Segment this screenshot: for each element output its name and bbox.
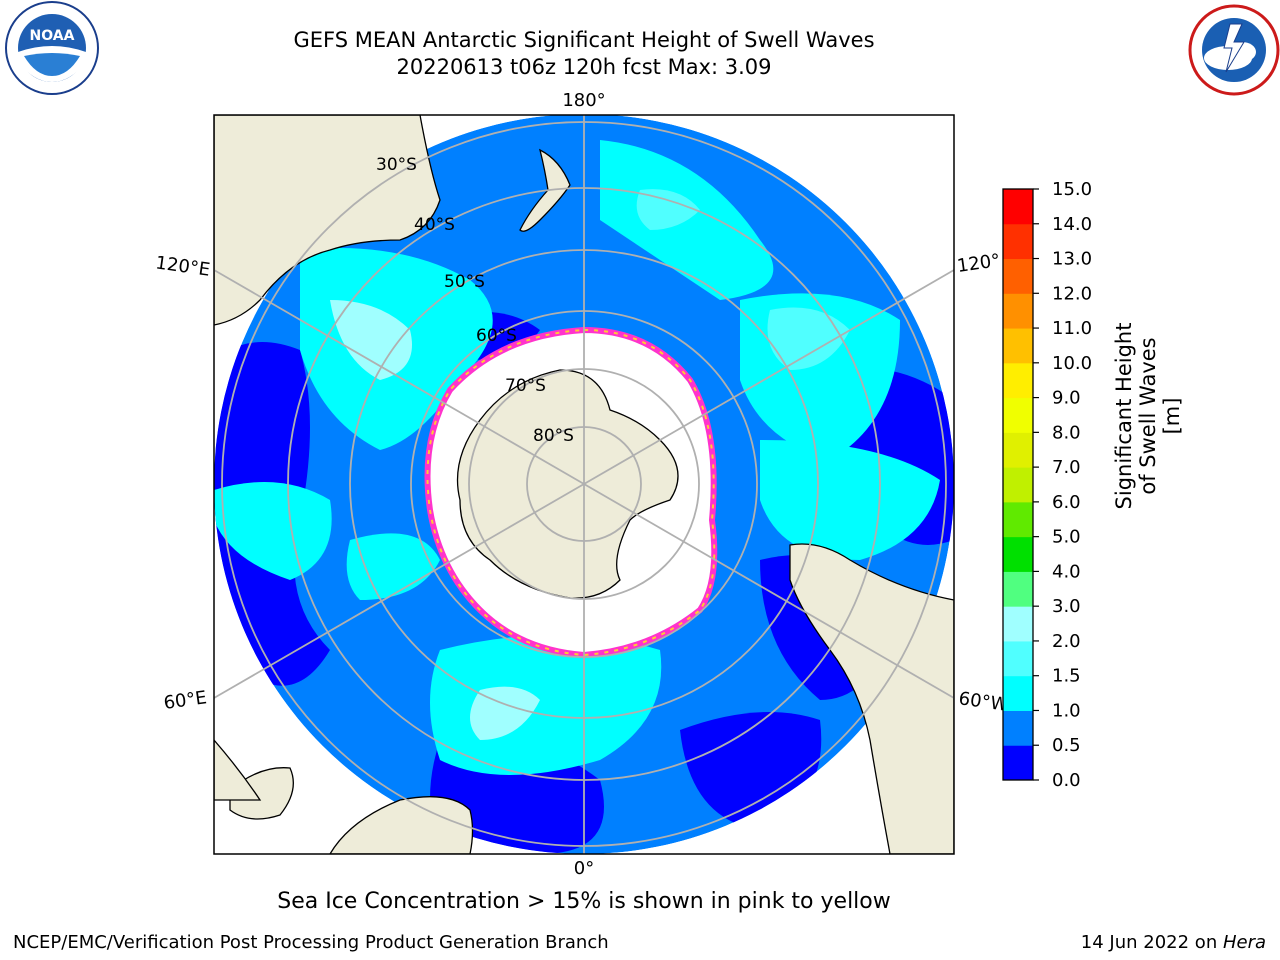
lat-label-40s: 40°S	[414, 215, 455, 235]
lat-label-80s: 80°S	[533, 426, 574, 446]
colorbar-tick-label: 6.0	[1052, 492, 1081, 513]
colorbar-tick-label: 0.5	[1052, 735, 1081, 756]
south-america-land	[789, 543, 954, 854]
lon-label-0: 0°	[574, 858, 594, 879]
lon-label-60w: 60°W	[957, 688, 1009, 716]
new-zealand-land	[519, 148, 571, 232]
lon-label-60e: 60°E	[162, 687, 208, 714]
colorbar-tick-label: 0.0	[1052, 770, 1081, 791]
swell-region-1.5-2.0	[636, 189, 700, 230]
footer-credit: NCEP/EMC/Verification Post Processing Pr…	[13, 932, 609, 953]
swell-region-1.0-1.5	[430, 635, 662, 775]
colorbar-bin	[1003, 397, 1033, 433]
meridian-60w	[583, 483, 954, 699]
colorbar-bin	[1003, 606, 1033, 642]
colorbar-bin	[1003, 640, 1033, 677]
swell-region-1.0-1.5	[760, 440, 940, 560]
colorbar-tick-label: 13.0	[1052, 249, 1092, 270]
colorbar-bin	[1003, 189, 1033, 225]
lon-label-120w: 120°	[956, 250, 1002, 277]
lat-label-70s: 70°S	[505, 376, 546, 396]
colorbar-tick-label: 3.0	[1052, 596, 1081, 617]
africa-southeast-land	[214, 739, 262, 801]
colorbar-title: Significant Height of Swell Waves [m]	[1112, 322, 1184, 510]
lat-label-50s: 50°S	[444, 272, 485, 292]
colorbar-tick-label: 8.0	[1052, 422, 1081, 443]
meridian-120w	[583, 269, 954, 485]
footer-host: Hera	[1222, 932, 1266, 953]
colorbar-bin	[1003, 293, 1033, 329]
colorbar-bin	[1003, 223, 1033, 260]
meridian-120e	[214, 269, 585, 485]
graticule	[214, 115, 954, 854]
colorbar: 15.0 14.0 13.0 12.0 11.0 10.0 9.0 8.0 7.0 6.0 5.0 4…	[1002, 179, 1092, 791]
footer-date: 14 Jun 2022 on Hera	[1081, 932, 1266, 953]
map-border	[213, 114, 955, 855]
lon-label-180: 180°	[562, 90, 605, 111]
colorbar-tick-label: 10.0	[1052, 353, 1092, 374]
colorbar-bin	[1003, 675, 1033, 711]
swell-region-2.0-3.0	[330, 300, 412, 380]
colorbar-bin	[1003, 710, 1033, 746]
colorbar-tick-label: 4.0	[1052, 561, 1081, 582]
colorbar-bin	[1003, 501, 1033, 538]
lon-label-120e: 120°E	[154, 252, 211, 280]
swell-region-1.5-2.0	[767, 307, 850, 370]
map-area: 30°S 40°S 50°S 60°S 70°S 80°S	[214, 115, 954, 854]
swell-region-1.0-1.5	[346, 533, 440, 600]
noaa-logo: NOAA	[5, 1, 99, 95]
colorbar-tick-label: 7.0	[1052, 457, 1081, 478]
colorbar-tick-label: 14.0	[1052, 214, 1092, 235]
lat-label-60s: 60°S	[476, 326, 517, 346]
colorbar-tick-label: 5.0	[1052, 527, 1081, 548]
colorbar-bin	[1003, 328, 1033, 364]
colorbar-bin	[1003, 745, 1033, 781]
swell-region-1.0-1.5	[214, 482, 332, 580]
colorbar-bin	[1003, 536, 1033, 572]
nws-logo	[1188, 4, 1280, 96]
africa-land	[329, 796, 474, 854]
colorbar-bin	[1003, 432, 1033, 468]
colorbar-tick-label: 9.0	[1052, 388, 1081, 409]
colorbar-bin	[1003, 258, 1033, 294]
colorbar-tick-label: 12.0	[1052, 283, 1092, 304]
lat-label-30s: 30°S	[376, 155, 417, 175]
colorbar-bin	[1003, 362, 1033, 399]
antarctica-land	[456, 369, 679, 599]
colorbar-frame	[1002, 188, 1034, 781]
australia-land	[214, 115, 441, 326]
colorbar-tick-label: 1.5	[1052, 666, 1081, 687]
chart-subtitle: 20220613 t06z 120h fcst Max: 3.09	[396, 55, 772, 79]
noaa-logo-text: NOAA	[30, 28, 75, 44]
chart-title: GEFS MEAN Antarctic Significant Height o…	[293, 28, 875, 52]
swell-region-2.0-3.0	[470, 686, 540, 740]
meridian-60e	[214, 483, 585, 699]
colorbar-bin	[1003, 571, 1033, 607]
colorbar-tick-label: 1.0	[1052, 700, 1081, 721]
colorbar-tick-label: 2.0	[1052, 631, 1081, 652]
colorbar-tick-label: 15.0	[1052, 179, 1092, 200]
colorbar-tick-label: 11.0	[1052, 318, 1092, 339]
sea-ice-note: Sea Ice Concentration > 15% is shown in …	[277, 889, 891, 914]
footer-date-text: 14 Jun 2022 on	[1080, 932, 1223, 953]
sea-ice-edge	[426, 328, 716, 657]
colorbar-bin	[1003, 467, 1033, 503]
